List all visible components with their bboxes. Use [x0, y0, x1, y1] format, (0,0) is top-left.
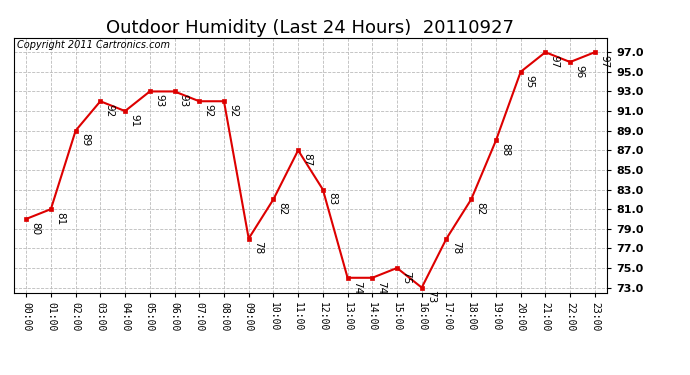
- Text: 78: 78: [253, 242, 263, 255]
- Text: 92: 92: [228, 104, 238, 117]
- Text: 97: 97: [599, 55, 609, 68]
- Text: 83: 83: [327, 192, 337, 206]
- Text: 92: 92: [104, 104, 115, 117]
- Text: 96: 96: [574, 65, 584, 78]
- Text: 93: 93: [154, 94, 164, 108]
- Text: Copyright 2011 Cartronics.com: Copyright 2011 Cartronics.com: [17, 40, 170, 50]
- Text: 74: 74: [377, 280, 386, 294]
- Text: 92: 92: [204, 104, 213, 117]
- Text: 81: 81: [55, 212, 65, 225]
- Text: 82: 82: [277, 202, 288, 215]
- Text: 87: 87: [302, 153, 313, 166]
- Text: 74: 74: [352, 280, 362, 294]
- Text: 88: 88: [500, 143, 510, 156]
- Text: 78: 78: [451, 242, 461, 255]
- Text: 91: 91: [129, 114, 139, 127]
- Text: 75: 75: [401, 271, 411, 284]
- Text: 82: 82: [475, 202, 485, 215]
- Text: 89: 89: [80, 134, 90, 147]
- Text: Outdoor Humidity (Last 24 Hours)  20110927: Outdoor Humidity (Last 24 Hours) 2011092…: [106, 19, 515, 37]
- Text: 95: 95: [525, 75, 535, 88]
- Text: 80: 80: [30, 222, 40, 235]
- Text: 97: 97: [549, 55, 560, 68]
- Text: 73: 73: [426, 290, 436, 304]
- Text: 93: 93: [179, 94, 188, 108]
